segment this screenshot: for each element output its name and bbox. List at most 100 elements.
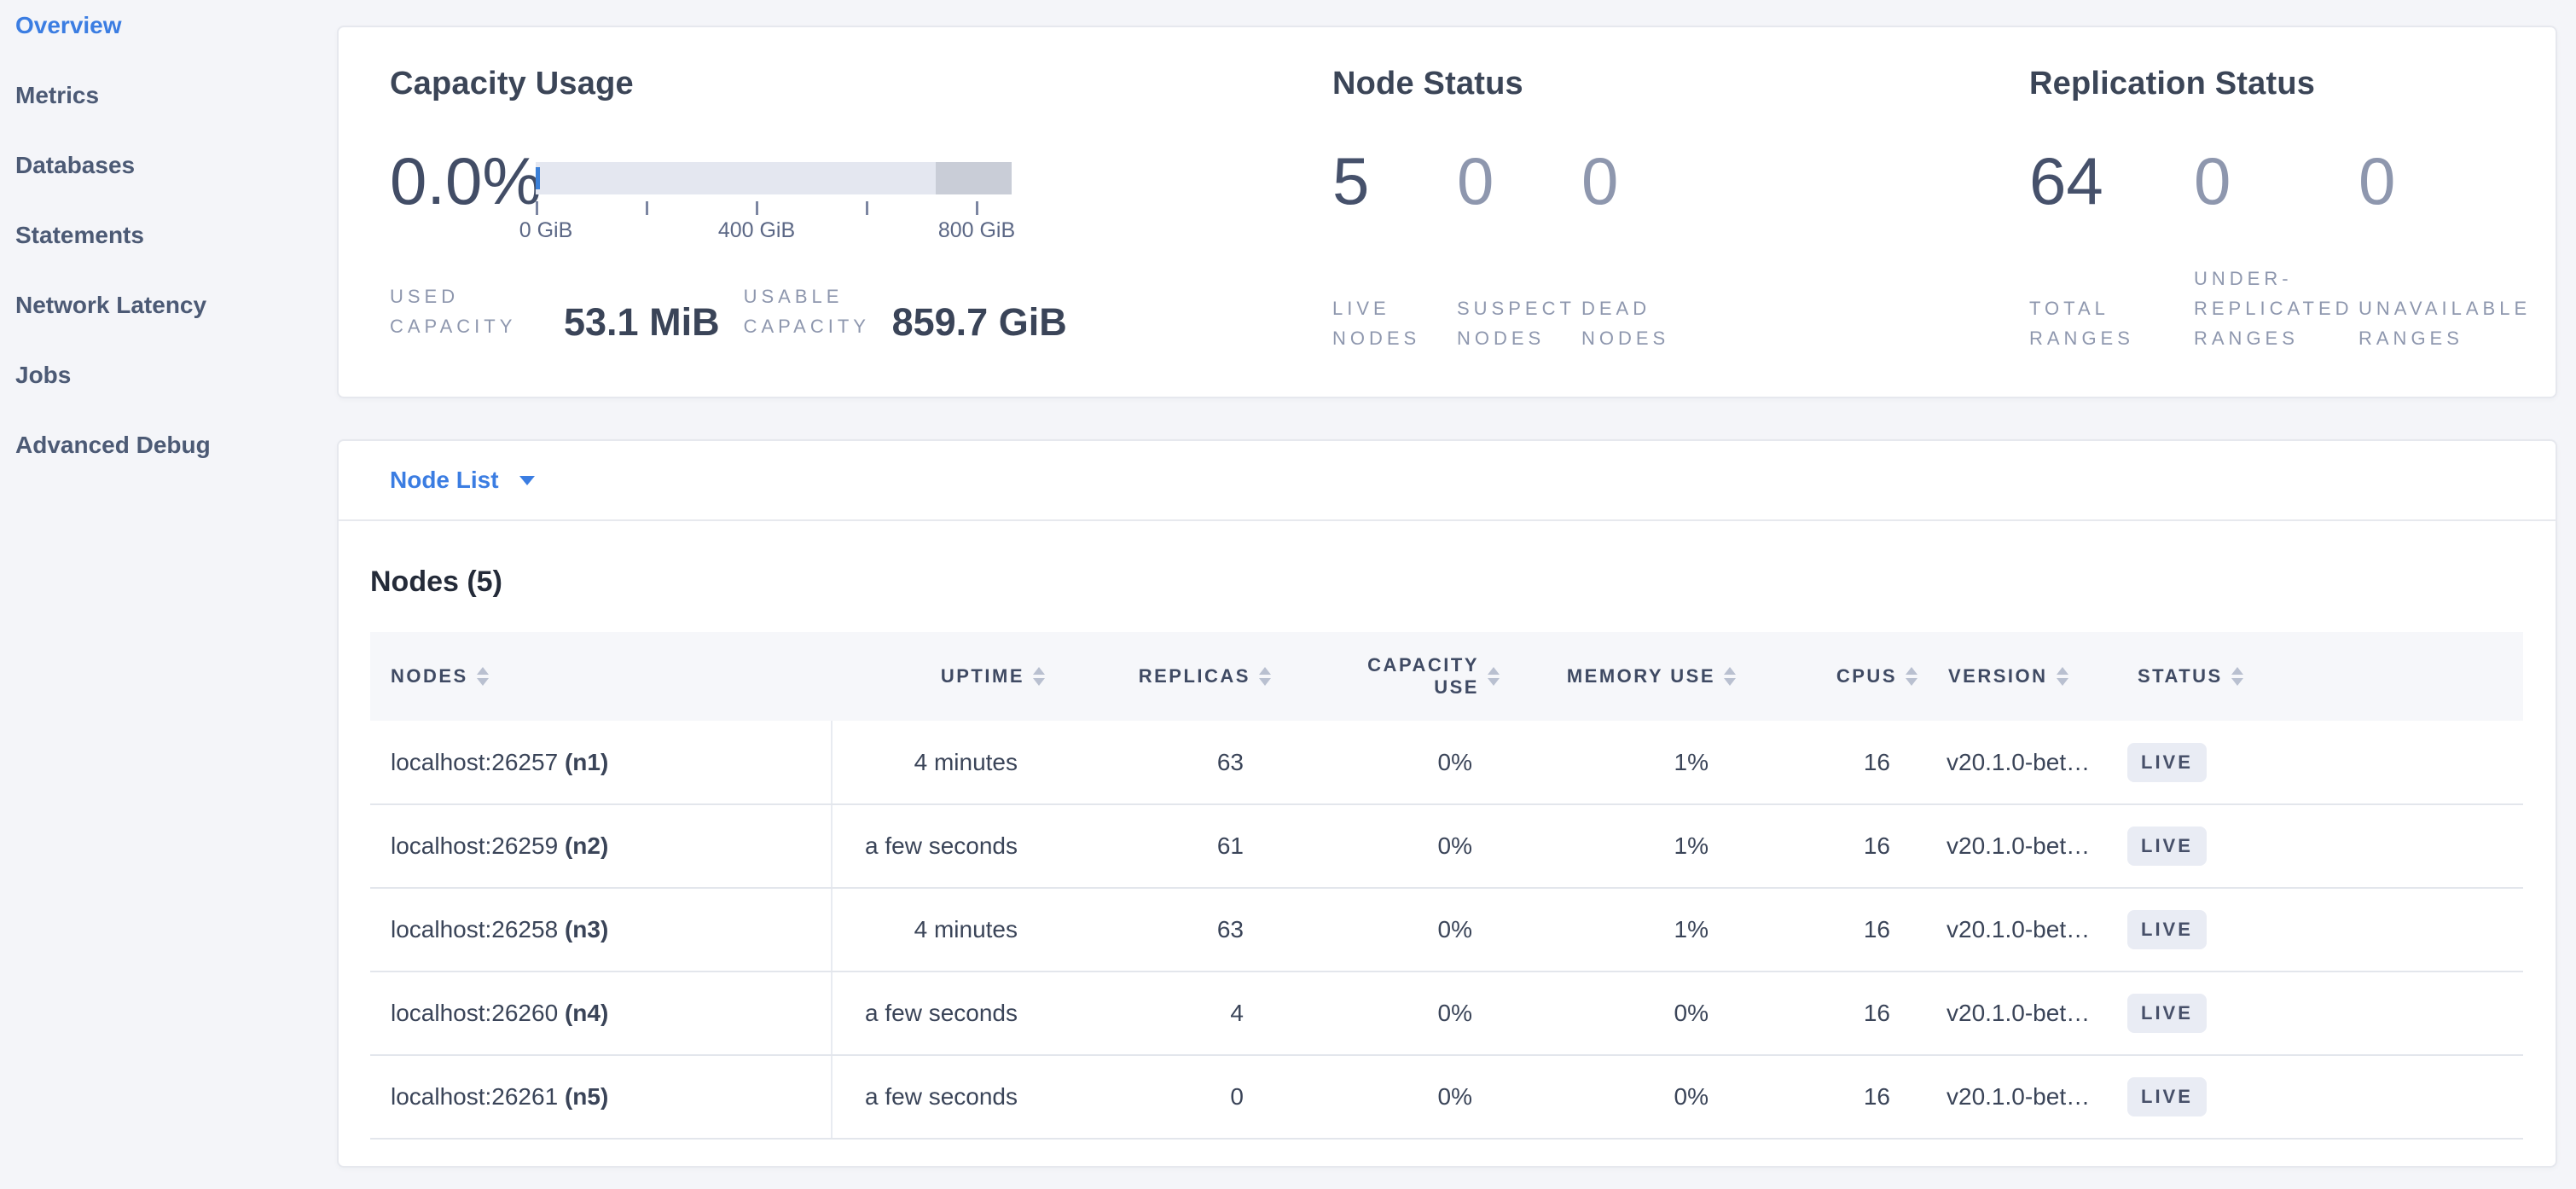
node-address-cell[interactable]: localhost:26259 (n2)	[370, 804, 833, 889]
capacity-bar-track	[536, 162, 1012, 194]
node-address-link[interactable]: localhost:26257	[391, 748, 559, 775]
capacity-stat-label: USABLE CAPACITY	[743, 286, 870, 337]
memory-use-cell: 0%	[1510, 1055, 1746, 1140]
sort-arrows-icon[interactable]	[1259, 667, 1271, 686]
sort-arrows-icon[interactable]	[1724, 667, 1736, 686]
capacity-usage-title: Capacity Usage	[390, 66, 634, 102]
version-cell: v20.1.0-bet…	[1928, 721, 2117, 805]
memory-use-cell: 1%	[1510, 888, 1746, 972]
memory-use-cell: 1%	[1510, 721, 1746, 805]
column-header[interactable]: CPUS	[1746, 632, 1928, 721]
cpus-cell: 16	[1746, 1055, 1928, 1140]
version-cell: v20.1.0-bet…	[1928, 972, 2117, 1056]
replicas-cell: 4	[1055, 972, 1281, 1056]
column-header[interactable]: REPLICAS	[1055, 632, 1281, 721]
summary-metric: 0 UNAVAILABLE RANGES	[2358, 142, 2527, 353]
replication-status-metrics: 64 TOTAL RANGES 0 UNDER-REPLICATED RANGE…	[2029, 142, 2558, 353]
sidebar-item-advanced-debug[interactable]: Advanced Debug	[15, 432, 211, 458]
sidebar-item-databases[interactable]: Databases	[15, 152, 136, 178]
capacity-stat-label: USED CAPACITY	[390, 286, 517, 337]
replication-status-section: Replication Status 64 TOTAL RANGES 0 UND…	[2029, 66, 2558, 353]
node-list-dropdown-label[interactable]: Node List	[390, 467, 499, 493]
column-header[interactable]: STATUS	[2117, 632, 2305, 721]
sidebar-item-overview[interactable]: Overview	[15, 12, 122, 38]
nodes-heading: Nodes (5)	[370, 566, 502, 598]
table-row: localhost:26258 (n3) 4 minutes 63 0% 1% …	[370, 888, 2523, 972]
column-header[interactable]: VERSION	[1928, 632, 2117, 721]
column-header[interactable]: MEMORY USE	[1510, 632, 1746, 721]
sidebar-item-statements[interactable]: Statements	[15, 222, 144, 248]
sidebar-item-metrics[interactable]: Metrics	[15, 82, 100, 108]
chevron-down-icon	[519, 475, 535, 485]
node-address-link[interactable]: localhost:26261	[391, 1083, 559, 1110]
replication-status-title: Replication Status	[2029, 66, 2316, 102]
node-address-cell[interactable]: localhost:26257 (n1)	[370, 721, 833, 805]
axis-label: 800 GiB	[937, 218, 1016, 242]
status-cell: LIVE	[2117, 888, 2305, 972]
column-header-label: MEMORY USE	[1566, 665, 1715, 687]
axis-tick	[866, 201, 868, 215]
sidebar-item-jobs[interactable]: Jobs	[15, 362, 72, 388]
summary-metric: 0 SUSPECT NODES	[1457, 142, 1581, 353]
capacity-use-cell: 0%	[1281, 721, 1510, 805]
metric-value: 64	[2029, 143, 2103, 218]
summary-metric: 64 TOTAL RANGES	[2029, 142, 2194, 353]
node-address-cell[interactable]: localhost:26260 (n4)	[370, 972, 833, 1056]
sort-arrows-icon[interactable]	[2231, 667, 2243, 686]
uptime-cell: a few seconds	[832, 1055, 1055, 1140]
version-cell: v20.1.0-bet…	[1928, 804, 2117, 889]
node-list-dropdown[interactable]: Node List	[339, 441, 2556, 521]
summary-card: Capacity Usage 0.0% 0 GiB 400 GiB	[337, 26, 2557, 398]
column-header[interactable]: UPTIME	[832, 632, 1055, 721]
capacity-stat: USABLE CAPACITY 859.7 GiB	[744, 281, 1067, 341]
memory-use-cell: 0%	[1510, 972, 1746, 1056]
column-header-label: CPUS	[1836, 665, 1897, 687]
sort-arrows-icon[interactable]	[476, 667, 489, 686]
node-address-cell[interactable]: localhost:26258 (n3)	[370, 888, 833, 972]
node-list-card: Node List Nodes (5) NODES UPTIME	[337, 439, 2557, 1168]
table-row: localhost:26259 (n2) a few seconds 61 0%…	[370, 804, 2523, 889]
axis-label: 0 GiB	[519, 218, 573, 242]
axis-tick	[756, 201, 758, 215]
column-header-label: REPLICAS	[1138, 665, 1250, 687]
metric-value: 0	[2194, 143, 2231, 218]
sort-arrows-icon[interactable]	[1906, 667, 1917, 686]
cpus-cell: 16	[1746, 804, 1928, 889]
metric-value: 0	[2358, 143, 2396, 218]
capacity-stat-value: 53.1 MiB	[564, 300, 720, 344]
filler-cell	[2305, 721, 2523, 805]
axis-tick	[536, 201, 538, 215]
nodes-table-body: localhost:26257 (n1) 4 minutes 63 0% 1% …	[370, 721, 2523, 1140]
filler-cell	[2305, 1055, 2523, 1140]
node-address-link[interactable]: localhost:26260	[391, 1000, 559, 1026]
status-badge: LIVE	[2127, 994, 2207, 1033]
sort-arrows-icon[interactable]	[1488, 667, 1500, 686]
sort-arrows-icon[interactable]	[2056, 667, 2068, 686]
status-badge: LIVE	[2127, 1077, 2207, 1116]
column-header-label: CAPACITY USE	[1367, 654, 1479, 698]
capacity-use-cell: 0%	[1281, 1055, 1510, 1140]
capacity-usage-chart: 0.0% 0 GiB 400 GiB 800 GiB	[390, 142, 1285, 252]
cpus-cell: 16	[1746, 888, 1928, 972]
node-address-link[interactable]: localhost:26259	[391, 832, 559, 859]
node-status-metrics: 5 LIVE NODES 0 SUSPECT NODES 0 DEAD NODE…	[1332, 142, 1981, 353]
node-address-link[interactable]: localhost:26258	[391, 916, 559, 942]
column-header[interactable]: NODES	[370, 632, 832, 721]
node-address-cell[interactable]: localhost:26261 (n5)	[370, 1055, 833, 1140]
metric-label: LIVE NODES	[1332, 298, 1421, 349]
capacity-usage-section: Capacity Usage 0.0% 0 GiB 400 GiB	[390, 66, 1285, 341]
axis-tick	[976, 201, 978, 215]
metric-label: TOTAL RANGES	[2029, 298, 2134, 349]
summary-metric: 0 DEAD NODES	[1581, 142, 1706, 353]
node-id: (n2)	[564, 832, 609, 859]
filler-header-cell	[2305, 632, 2523, 721]
column-header[interactable]: CAPACITY USE	[1281, 632, 1510, 721]
capacity-use-cell: 0%	[1281, 804, 1510, 889]
sidebar-item-network-latency[interactable]: Network Latency	[15, 292, 207, 318]
uptime-cell: a few seconds	[832, 804, 1055, 889]
metric-label: SUSPECT NODES	[1457, 298, 1575, 349]
uptime-cell: a few seconds	[832, 972, 1055, 1056]
capacity-axis-ticks	[536, 201, 1012, 215]
nodes-table-section: Nodes (5) NODES UPTIME REPLICAS	[339, 566, 2556, 1140]
sort-arrows-icon[interactable]	[1033, 667, 1045, 686]
